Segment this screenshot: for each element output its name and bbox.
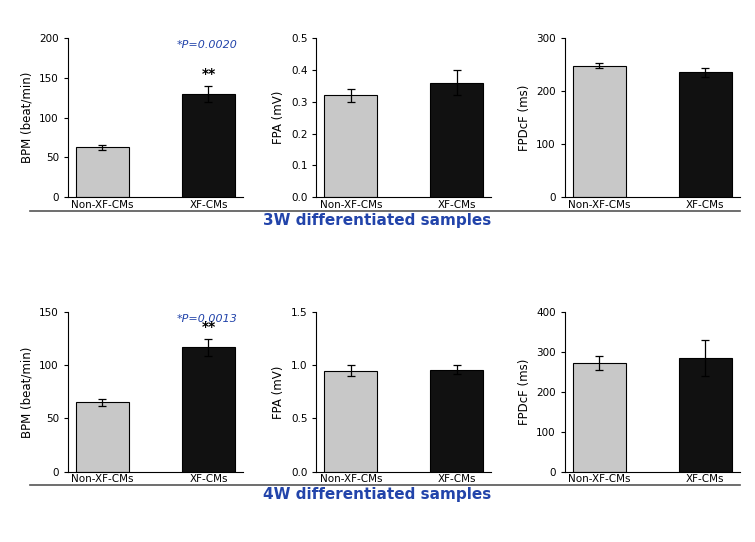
Bar (325, 95, 378, 197)
Y-axis label: BPM (beat/min): BPM (beat/min) (20, 72, 34, 163)
Y-axis label: FPDcF (ms): FPDcF (ms) (518, 85, 531, 151)
Bar (573, 66, 626, 197)
Text: **: ** (202, 320, 216, 334)
Bar (325, 371, 378, 472)
Text: 4W differentiated samples: 4W differentiated samples (263, 487, 492, 502)
Bar (430, 370, 483, 472)
Bar (573, 363, 626, 472)
Bar (679, 358, 732, 472)
Y-axis label: BPM (beat/min): BPM (beat/min) (20, 346, 34, 437)
Bar (182, 94, 235, 197)
Text: *P=0.0013: *P=0.0013 (177, 314, 238, 324)
Bar (182, 347, 235, 472)
Text: **: ** (202, 67, 216, 81)
Y-axis label: FPDcF (ms): FPDcF (ms) (518, 359, 531, 425)
Text: 3W differentiated samples: 3W differentiated samples (263, 212, 492, 228)
Text: *P=0.0020: *P=0.0020 (177, 40, 238, 49)
Y-axis label: FPA (mV): FPA (mV) (273, 365, 285, 418)
Bar (430, 82, 483, 197)
Bar (679, 73, 732, 197)
Bar (76, 147, 129, 197)
Y-axis label: FPA (mV): FPA (mV) (273, 91, 285, 144)
Bar (76, 403, 129, 472)
